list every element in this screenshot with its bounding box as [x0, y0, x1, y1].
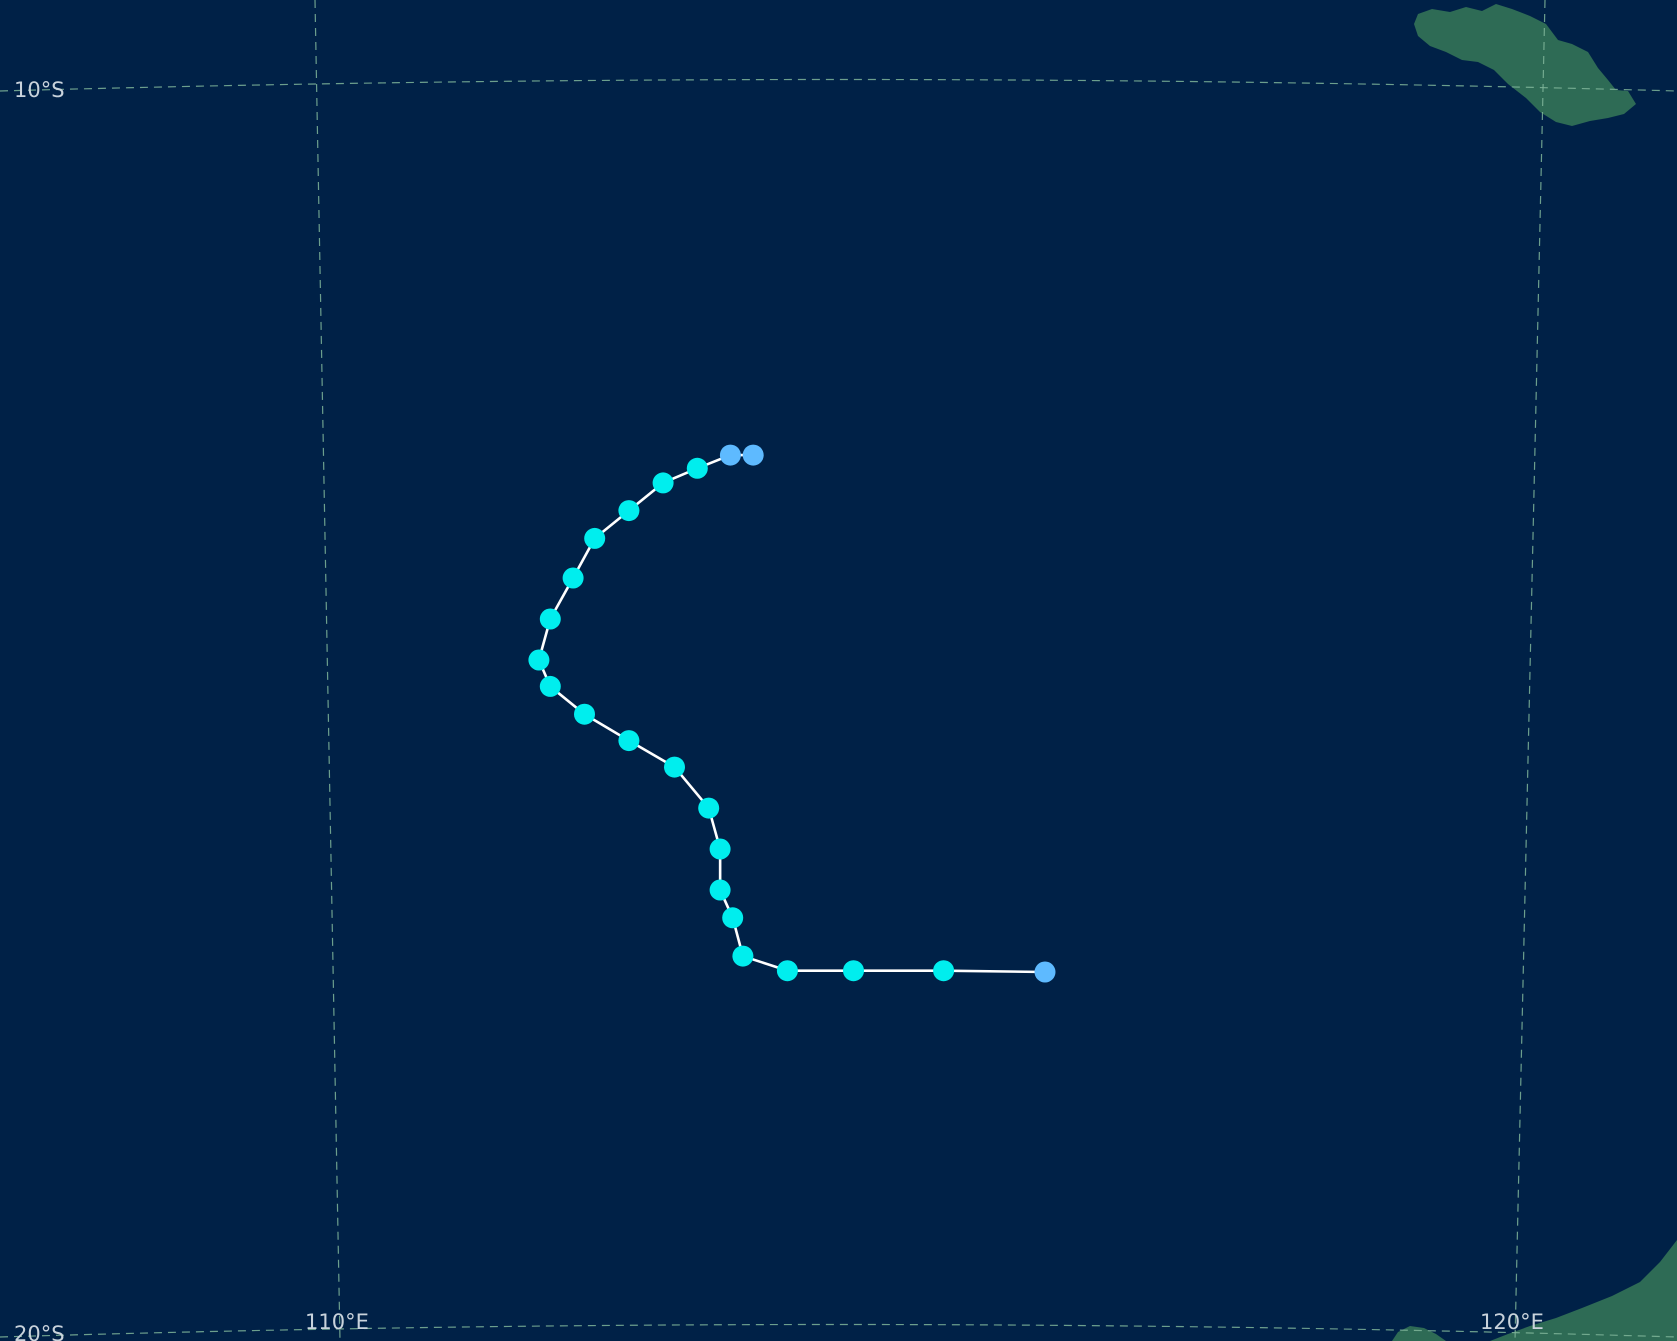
label-lon-120e: 120°E	[1480, 1310, 1544, 1334]
storm-track	[528, 444, 1056, 983]
track-point	[1034, 961, 1056, 983]
track-point	[698, 797, 720, 819]
track-point	[574, 703, 595, 725]
track-point	[732, 945, 754, 967]
label-lon-110e: 110°E	[305, 1310, 369, 1334]
track-point	[722, 907, 744, 929]
track-point	[618, 500, 640, 522]
coast-south-east	[1490, 1240, 1677, 1341]
track-point	[618, 730, 640, 752]
graticule-lat-10s	[0, 78, 1677, 92]
track-line	[537, 453, 1047, 974]
track-point	[709, 879, 731, 901]
track-point	[584, 527, 606, 549]
track-point	[528, 649, 550, 671]
island-north-east	[1414, 4, 1636, 126]
track-point	[652, 472, 674, 494]
track-point	[664, 756, 685, 778]
track-point	[686, 457, 708, 479]
track-point	[776, 960, 798, 982]
label-lat-20s: 20°S	[14, 1322, 65, 1341]
track-point	[742, 444, 764, 466]
track-point	[539, 675, 561, 697]
track-point	[933, 960, 955, 982]
track-point	[719, 444, 741, 466]
label-lat-10s: 10°S	[14, 78, 65, 102]
track-point	[843, 960, 864, 982]
track-point	[709, 838, 731, 860]
track-point	[562, 567, 584, 589]
track-point	[539, 608, 561, 630]
graticule-lat-20s	[0, 1323, 1677, 1338]
